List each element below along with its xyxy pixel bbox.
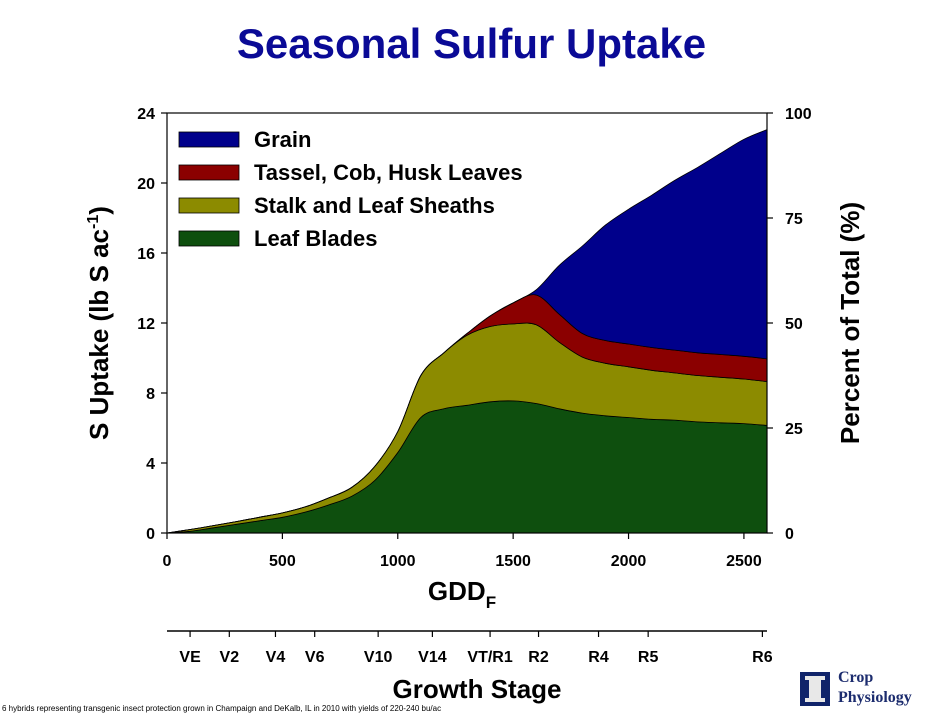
y-tick-label: 8 [146, 386, 155, 403]
y-axis-label-main: S Uptake (lb S ac [84, 229, 114, 440]
stage-tick-label: VT/R1 [467, 649, 512, 666]
x-tick-label: 2000 [611, 553, 647, 570]
stage-tick-label: V10 [364, 649, 393, 666]
chart-title: Seasonal Sulfur Uptake [236, 20, 707, 67]
stage-tick-label: R5 [638, 649, 659, 666]
logo-line-1: Crop [838, 669, 874, 686]
y-tick-label: 0 [146, 526, 155, 543]
legend-swatch [178, 197, 240, 214]
legend-label: Stalk and Leaf Sheaths [254, 193, 495, 218]
legend-label: Grain [254, 127, 311, 152]
y-axis-label-close: ) [84, 206, 114, 215]
y-axis-label-superscript: -1 [85, 215, 102, 229]
stage-tick-label: VE [179, 649, 201, 666]
y2-tick-label: 25 [785, 421, 803, 438]
y2-axis-label: Percent of Total (%) [835, 202, 865, 444]
stage-tick-label: R2 [528, 649, 549, 666]
growth-stage-axis: VE V2 V4 V6 V10 V14 VT/R1 R2 R4 R5 R6 Growth Stage [167, 630, 773, 704]
x-axis-label: GDDF [428, 576, 496, 612]
y2-tick-label: 50 [785, 316, 803, 333]
stage-tick-label: V6 [305, 649, 325, 666]
stage-tick-label: R4 [588, 649, 609, 666]
illinois-block-i-icon [800, 672, 830, 706]
y2-tick-label: 75 [785, 211, 803, 228]
legend: Grain Tassel, Cob, Husk Leaves Stalk and L… [178, 127, 523, 251]
logo-line-2: Physiology [838, 689, 912, 706]
y-tick-label: 16 [137, 246, 155, 263]
x-axis-label-subscript: F [486, 593, 496, 612]
legend-swatch [178, 131, 240, 148]
legend-swatch [178, 164, 240, 181]
y-axis-label: S Uptake (lb S ac-1) [84, 206, 114, 440]
x-tick-label: 2500 [726, 553, 762, 570]
stage-tick-label: V2 [220, 649, 240, 666]
growth-stage-label: Growth Stage [392, 674, 561, 704]
stage-tick-label: V4 [266, 649, 286, 666]
x-tick-label: 1000 [380, 553, 416, 570]
x-axis-label-main: GDD [428, 576, 486, 606]
x-tick-label: 1500 [495, 553, 531, 570]
stage-tick-label: R6 [752, 649, 773, 666]
y-tick-label: 12 [137, 316, 155, 333]
y2-tick-label: 0 [785, 526, 794, 543]
y-tick-label: 4 [146, 456, 155, 473]
stacked-areas [166, 128, 768, 534]
x-tick-label: 500 [269, 553, 296, 570]
y-tick-label: 20 [137, 176, 155, 193]
legend-label: Leaf Blades [254, 226, 378, 251]
legend-swatch [178, 230, 240, 247]
footnote: 6 hybrids representing transgenic insect… [2, 704, 442, 713]
stage-tick-label: V14 [418, 649, 447, 666]
legend-label: Tassel, Cob, Husk Leaves [254, 160, 523, 185]
y2-tick-label: 100 [785, 106, 812, 123]
crop-physiology-logo: Crop Physiology [838, 668, 912, 708]
y-tick-label: 24 [137, 106, 155, 123]
x-tick-label: 0 [163, 553, 172, 570]
